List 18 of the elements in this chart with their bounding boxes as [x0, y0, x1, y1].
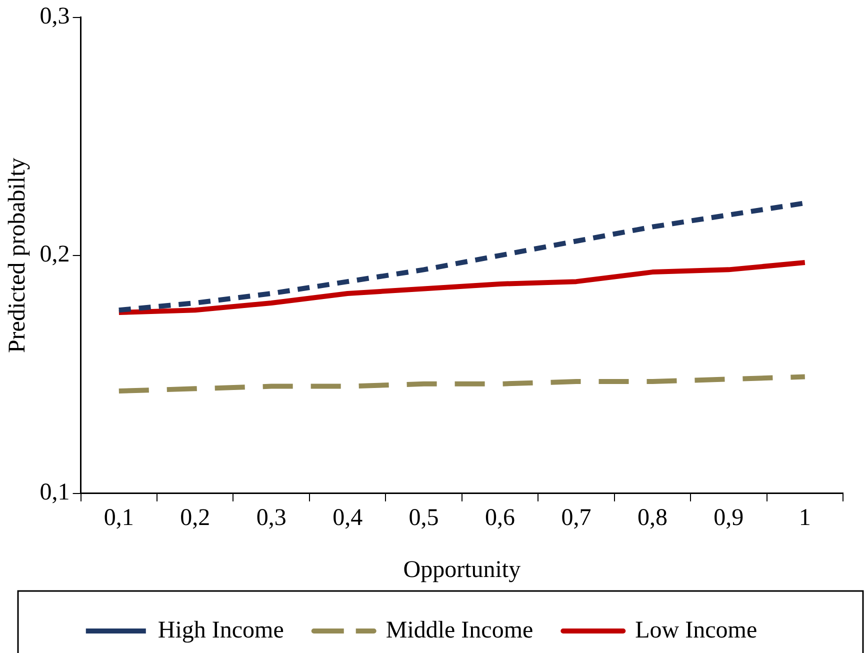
x-tick-label: 0,6	[485, 505, 516, 532]
y-tick-label: 0,1	[40, 480, 70, 506]
x-tick-label: 0,3	[256, 505, 286, 532]
x-tick-label: 0,1	[104, 505, 134, 532]
y-axis-title: Predicted probabilty	[4, 158, 31, 354]
legend-label: Low Income	[635, 617, 758, 644]
x-axis-title: Opportunity	[403, 556, 521, 583]
x-tick-label: 0,7	[561, 505, 592, 532]
x-tick-label: 0,5	[408, 505, 439, 532]
y-tick-label: 0,2	[40, 242, 70, 268]
x-tick-label: 0,4	[332, 505, 363, 532]
x-tick-label: 0,2	[180, 505, 210, 532]
x-tick-label: 1	[798, 505, 811, 532]
legend-label: High Income	[158, 617, 284, 644]
y-tick-label: 0,3	[40, 4, 70, 30]
x-tick-label: 0,9	[714, 505, 744, 532]
legend-label: Middle Income	[386, 617, 534, 644]
x-tick-label: 0,8	[637, 505, 668, 532]
